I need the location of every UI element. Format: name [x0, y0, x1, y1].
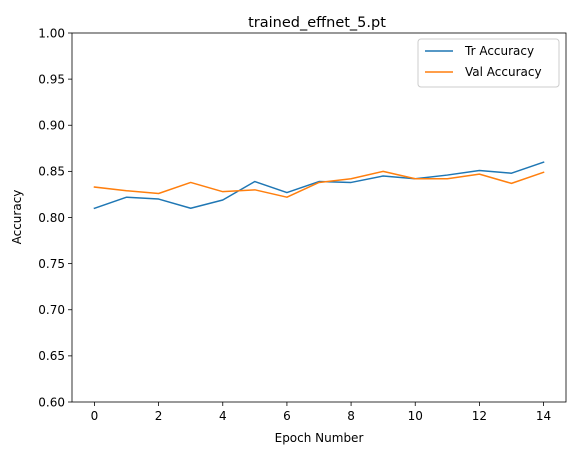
series-lines — [93, 161, 545, 210]
y-tick-label: 0.85 — [38, 165, 65, 179]
x-tick-label: 0 — [91, 409, 99, 423]
y-axis: 0.60 0.65 0.70 0.75 0.80 0.85 0.90 0.95 1.00 — [38, 26, 72, 409]
y-axis-title: Accuracy — [10, 190, 24, 245]
x-axis-title: Epoch Number — [275, 431, 364, 445]
x-tick-label: 10 — [408, 409, 423, 423]
x-tick-label: 6 — [283, 409, 291, 423]
chart-title: trained_effnet_5.pt — [248, 15, 386, 31]
x-tick-label: 4 — [219, 409, 227, 423]
legend-label-val-accuracy: Val Accuracy — [465, 65, 542, 79]
y-tick-label: 0.90 — [38, 119, 65, 133]
y-tick-label: 0.75 — [38, 257, 65, 271]
y-tick-label: 0.65 — [38, 349, 65, 363]
series-line-tr-accuracy — [93, 161, 545, 210]
x-tick-label: 14 — [536, 409, 551, 423]
legend: Tr Accuracy Val Accuracy — [417, 38, 560, 88]
y-tick-label: 1.00 — [38, 26, 65, 40]
x-tick-label: 8 — [347, 409, 355, 423]
plot-frame — [71, 32, 567, 403]
legend-label-tr-accuracy: Tr Accuracy — [464, 44, 534, 58]
y-tick-label: 0.70 — [38, 303, 65, 317]
legend-box — [417, 38, 560, 88]
series-line-val-accuracy — [93, 170, 545, 198]
y-tick-label: 0.95 — [38, 72, 65, 86]
plot-area — [72, 33, 566, 402]
y-tick-label: 0.60 — [38, 395, 65, 409]
y-tick-label: 0.80 — [38, 211, 65, 225]
x-tick-label: 2 — [155, 409, 163, 423]
x-axis: 0 2 4 6 8 10 12 14 — [91, 402, 551, 423]
x-tick-label: 12 — [472, 409, 487, 423]
